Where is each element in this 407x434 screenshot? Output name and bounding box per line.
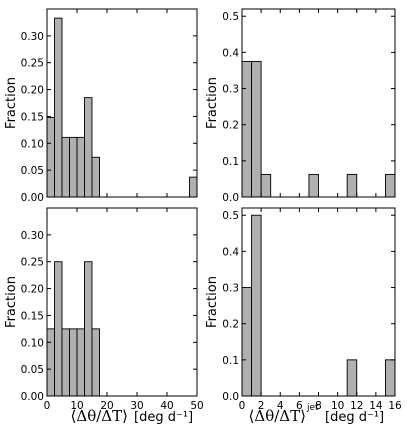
ytick-label-top-left-6: 0.30 [21,31,44,43]
x-axis-label-left: ⟨Δθ/ΔT⟩ [71,407,128,425]
ytick-label-bottom-left-0: 0.00 [21,391,44,403]
axes-frame-bottom-left [46,207,198,397]
bar-top-left-3 [69,136,78,198]
ytick-label-bottom-right-2: 0.2 [222,319,239,331]
bar-bottom-left-2 [61,328,70,397]
x-axis-label-right: ⟨Δθ/ΔT⟩ [249,407,306,425]
ytick-label-bottom-right-1: 0.1 [222,355,239,367]
panel-top-left: 0.00 0.05 0.10 0.15 0.20 0.25 0.30 Fraction [4,8,198,204]
bar-bottom-right-3 [384,359,396,397]
bar-bottom-left-1 [54,261,63,397]
xtick-label-bottom-right-4: 8 [315,400,322,412]
xtick-label-bottom-right-6: 12 [350,400,363,412]
y-axis-label-bottom-right: Fraction [205,276,220,328]
ytick-label-top-left-2: 0.10 [21,138,44,150]
xtick-label-bottom-right-0: 0 [239,400,246,412]
ytick-label-bottom-left-2: 0.10 [21,337,44,349]
xtick-label-bottom-right-3: 6 [296,400,303,412]
ytick-label-bottom-left-5: 0.25 [21,257,44,269]
ytick-label-top-right-2: 0.2 [222,120,239,132]
bar-bottom-right-0 [241,287,253,397]
bar-bottom-right-1 [251,214,262,397]
bar-top-left-6 [91,156,100,198]
axes-frame-top-right [241,8,396,198]
panel-bottom-right: 0.0 0.1 0.2 0.3 0.4 0.5 0 2 4 6 8 10 12 14 16 Fraction [205,207,402,412]
ytick-label-bottom-right-0: 0.0 [222,391,239,403]
xtick-label-bottom-right-1: 2 [258,400,265,412]
bar-top-right-3 [308,173,319,198]
ytick-label-bottom-left-6: 0.30 [21,230,44,242]
xtick-label-bottom-left-0: 0 [44,400,51,412]
bar-top-left-0 [46,117,55,198]
bar-top-right-2 [260,173,272,198]
ytick-label-top-right-3: 0.3 [222,84,239,96]
bar-top-right-0 [241,60,253,198]
y-axis-label-top-right: Fraction [205,77,220,129]
ytick-label-top-right-5: 0.5 [222,11,239,23]
xtick-label-bottom-right-5: 10 [331,400,344,412]
axes-frame-bottom-right [241,207,396,397]
x-axis-unit-left: [deg d⁻¹] [134,410,193,425]
ytick-label-bottom-left-4: 0.20 [21,284,44,296]
bar-bottom-right-2 [346,359,358,397]
bar-bottom-left-4 [76,328,85,397]
ytick-label-top-left-0: 0.00 [21,192,44,204]
ytick-label-top-left-5: 0.25 [21,58,44,70]
panel-top-right: 0.0 0.1 0.2 0.3 0.4 0.5 Fraction [205,8,396,204]
y-axis-label-top-left: Fraction [4,77,19,129]
xtick-label-bottom-left-1: 10 [70,400,83,412]
xtick-label-bottom-left-4: 40 [160,400,173,412]
ytick-label-top-right-0: 0.0 [222,192,239,204]
bar-bottom-left-0 [46,328,55,397]
bar-top-right-1 [251,60,262,198]
bar-top-right-5 [384,173,396,198]
ytick-label-bottom-right-3: 0.3 [222,283,239,295]
bar-top-left-7 [189,176,198,198]
axes-frame-top-left [46,8,198,198]
xtick-label-bottom-left-3: 30 [130,400,143,412]
ytick-label-top-right-4: 0.4 [222,47,239,59]
bar-top-left-2 [61,136,70,198]
ytick-label-bottom-right-5: 0.5 [222,210,239,222]
ytick-label-top-left-3: 0.15 [21,111,44,123]
bar-top-left-1 [54,17,63,198]
xtick-label-bottom-left-2: 20 [100,400,113,412]
bar-top-right-4 [346,173,358,198]
panel-bottom-left: 0.00 0.05 0.10 0.15 0.20 0.25 0.30 0 10 20 30 40 50 F… [4,207,204,412]
ytick-label-bottom-left-1: 0.05 [21,364,44,376]
xtick-label-bottom-right-2: 4 [277,400,284,412]
x-axis-unit-right: [deg d⁻¹] [325,410,384,425]
x-axis-label-right-superscript: jet [306,403,319,413]
xtick-label-bottom-left-5: 50 [190,400,203,412]
bar-top-left-4 [76,136,85,198]
bar-bottom-left-5 [84,261,93,397]
ytick-label-bottom-left-3: 0.15 [21,310,44,322]
ytick-label-bottom-right-4: 0.4 [222,246,239,258]
ytick-label-top-left-4: 0.20 [21,85,44,97]
bar-top-left-5 [84,97,93,198]
xtick-label-bottom-right-8: 16 [388,400,402,412]
bar-bottom-left-3 [69,328,78,397]
ytick-label-top-left-1: 0.05 [21,165,44,177]
y-axis-label-bottom-left: Fraction [4,276,19,328]
xtick-label-bottom-right-7: 14 [369,400,383,412]
ytick-label-top-right-1: 0.1 [222,156,239,168]
bar-bottom-left-6 [91,328,100,397]
